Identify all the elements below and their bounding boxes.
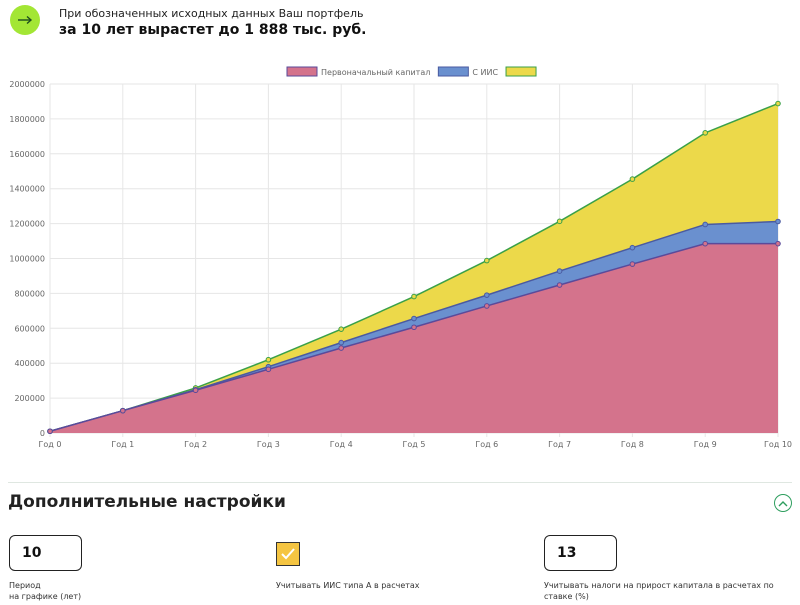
data-point[interactable]: [556, 218, 563, 225]
x-tick-label: Год 5: [403, 440, 426, 449]
legend-swatch[interactable]: [437, 66, 469, 77]
data-point[interactable]: [484, 257, 490, 264]
x-tick-label: Год 0: [39, 440, 62, 449]
y-tick-label: 400000: [14, 359, 45, 368]
arrow-right-icon[interactable]: [10, 5, 40, 35]
x-tick-label: Год 10: [764, 440, 792, 449]
tax-label-line2: ставке (%): [544, 592, 589, 601]
summary-banner: При обозначенных исходных данных Ваш пор…: [10, 5, 790, 45]
y-tick-label: 1400000: [9, 185, 45, 194]
summary-subtitle: При обозначенных исходных данных Ваш пор…: [59, 7, 364, 20]
iis-label: Учитывать ИИС типа А в расчетах: [276, 581, 420, 590]
data-point[interactable]: [702, 221, 709, 228]
summary-text: При обозначенных исходных данных Ваш пор…: [59, 7, 366, 39]
data-point[interactable]: [775, 100, 781, 107]
y-tick-label: 0: [40, 429, 45, 438]
portfolio-growth-chart: 0 200000 400000 600000 800000 1000000 1200000 1…: [9, 66, 792, 449]
additional-settings-title: Дополнительные настройки: [8, 492, 286, 512]
y-tick-label: 1200000: [9, 220, 45, 229]
x-tick-label: Год 4: [330, 440, 353, 449]
section-divider: [8, 482, 792, 483]
y-tick-label: 1600000: [9, 150, 45, 159]
tax-label: Учитывать налоги на прирост капитала в р…: [544, 580, 794, 602]
period-label-line1: Период: [9, 581, 41, 590]
summary-headline: за 10 лет вырастет до 1 888 тыс. руб.: [59, 22, 367, 38]
x-tick-label: Год 9: [694, 440, 717, 449]
data-point[interactable]: [338, 339, 345, 346]
data-point[interactable]: [192, 387, 199, 394]
data-point[interactable]: [411, 293, 417, 300]
x-tick-label: Год 2: [184, 440, 207, 449]
x-tick-label: Год 6: [475, 440, 498, 449]
data-point[interactable]: [484, 303, 490, 309]
data-point[interactable]: [47, 428, 53, 435]
data-point[interactable]: [556, 268, 563, 274]
x-axis: Год 0 Год 1 Год 2 Год 3 Год 4 Год 5 Год 6 Год 7…: [39, 440, 792, 449]
legend-label[interactable]: С ИИС: [472, 68, 498, 77]
data-point[interactable]: [411, 315, 417, 322]
data-point[interactable]: [629, 176, 636, 182]
y-tick-label: 2000000: [9, 80, 45, 89]
period-label: Период на графике (лет): [9, 580, 81, 602]
y-tick-label: 600000: [14, 324, 45, 333]
legend-label[interactable]: Первоначальный капитал: [321, 68, 430, 77]
data-point[interactable]: [484, 292, 490, 298]
y-tick-label: 1800000: [9, 115, 45, 124]
data-point[interactable]: [702, 130, 709, 136]
series-area: [50, 243, 778, 433]
data-point[interactable]: [775, 218, 781, 225]
y-tick-label: 800000: [14, 289, 45, 298]
period-input[interactable]: 10: [9, 535, 82, 571]
tax-label-line1: Учитывать налоги на прирост капитала в р…: [544, 581, 774, 590]
data-point[interactable]: [411, 324, 417, 331]
x-tick-label: Год 3: [257, 440, 280, 449]
data-point[interactable]: [265, 366, 272, 373]
checkmark-icon: [281, 548, 295, 560]
data-point[interactable]: [120, 407, 126, 414]
data-point[interactable]: [265, 356, 272, 363]
chart-legend: Первоначальный капитал С ИИС: [286, 66, 537, 77]
tax-rate-input[interactable]: 13: [544, 535, 617, 571]
data-point[interactable]: [702, 240, 709, 247]
data-point[interactable]: [775, 240, 781, 247]
legend-swatch[interactable]: [286, 66, 318, 77]
chevron-up-icon[interactable]: [774, 494, 792, 512]
x-tick-label: Год 1: [111, 440, 134, 449]
data-point[interactable]: [629, 244, 636, 251]
y-axis: 0 200000 400000 600000 800000 1000000 1200000 1…: [9, 80, 45, 438]
data-point[interactable]: [338, 345, 345, 351]
x-tick-label: Год 8: [621, 440, 644, 449]
data-point[interactable]: [556, 282, 563, 288]
y-tick-label: 200000: [14, 394, 45, 403]
chart-points: [47, 100, 781, 435]
legend-swatch[interactable]: [505, 66, 537, 77]
data-point[interactable]: [338, 326, 345, 332]
data-point[interactable]: [629, 261, 636, 267]
iis-checkbox[interactable]: [276, 542, 300, 566]
y-tick-label: 1000000: [9, 255, 45, 264]
x-tick-label: Год 7: [548, 440, 571, 449]
period-label-line2: на графике (лет): [9, 592, 82, 601]
